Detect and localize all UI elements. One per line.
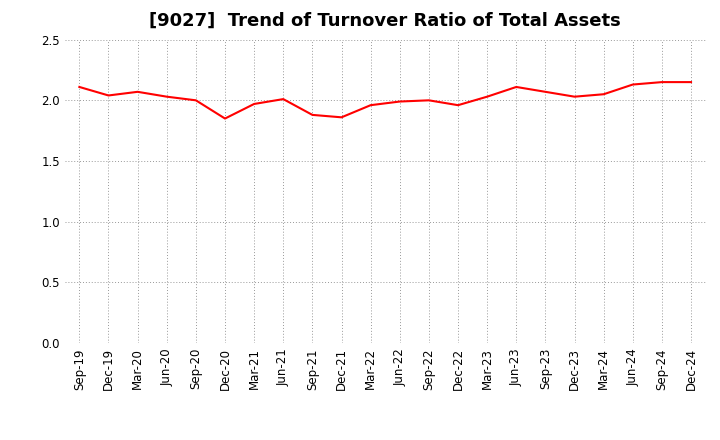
Title: [9027]  Trend of Turnover Ratio of Total Assets: [9027] Trend of Turnover Ratio of Total …: [149, 12, 621, 30]
